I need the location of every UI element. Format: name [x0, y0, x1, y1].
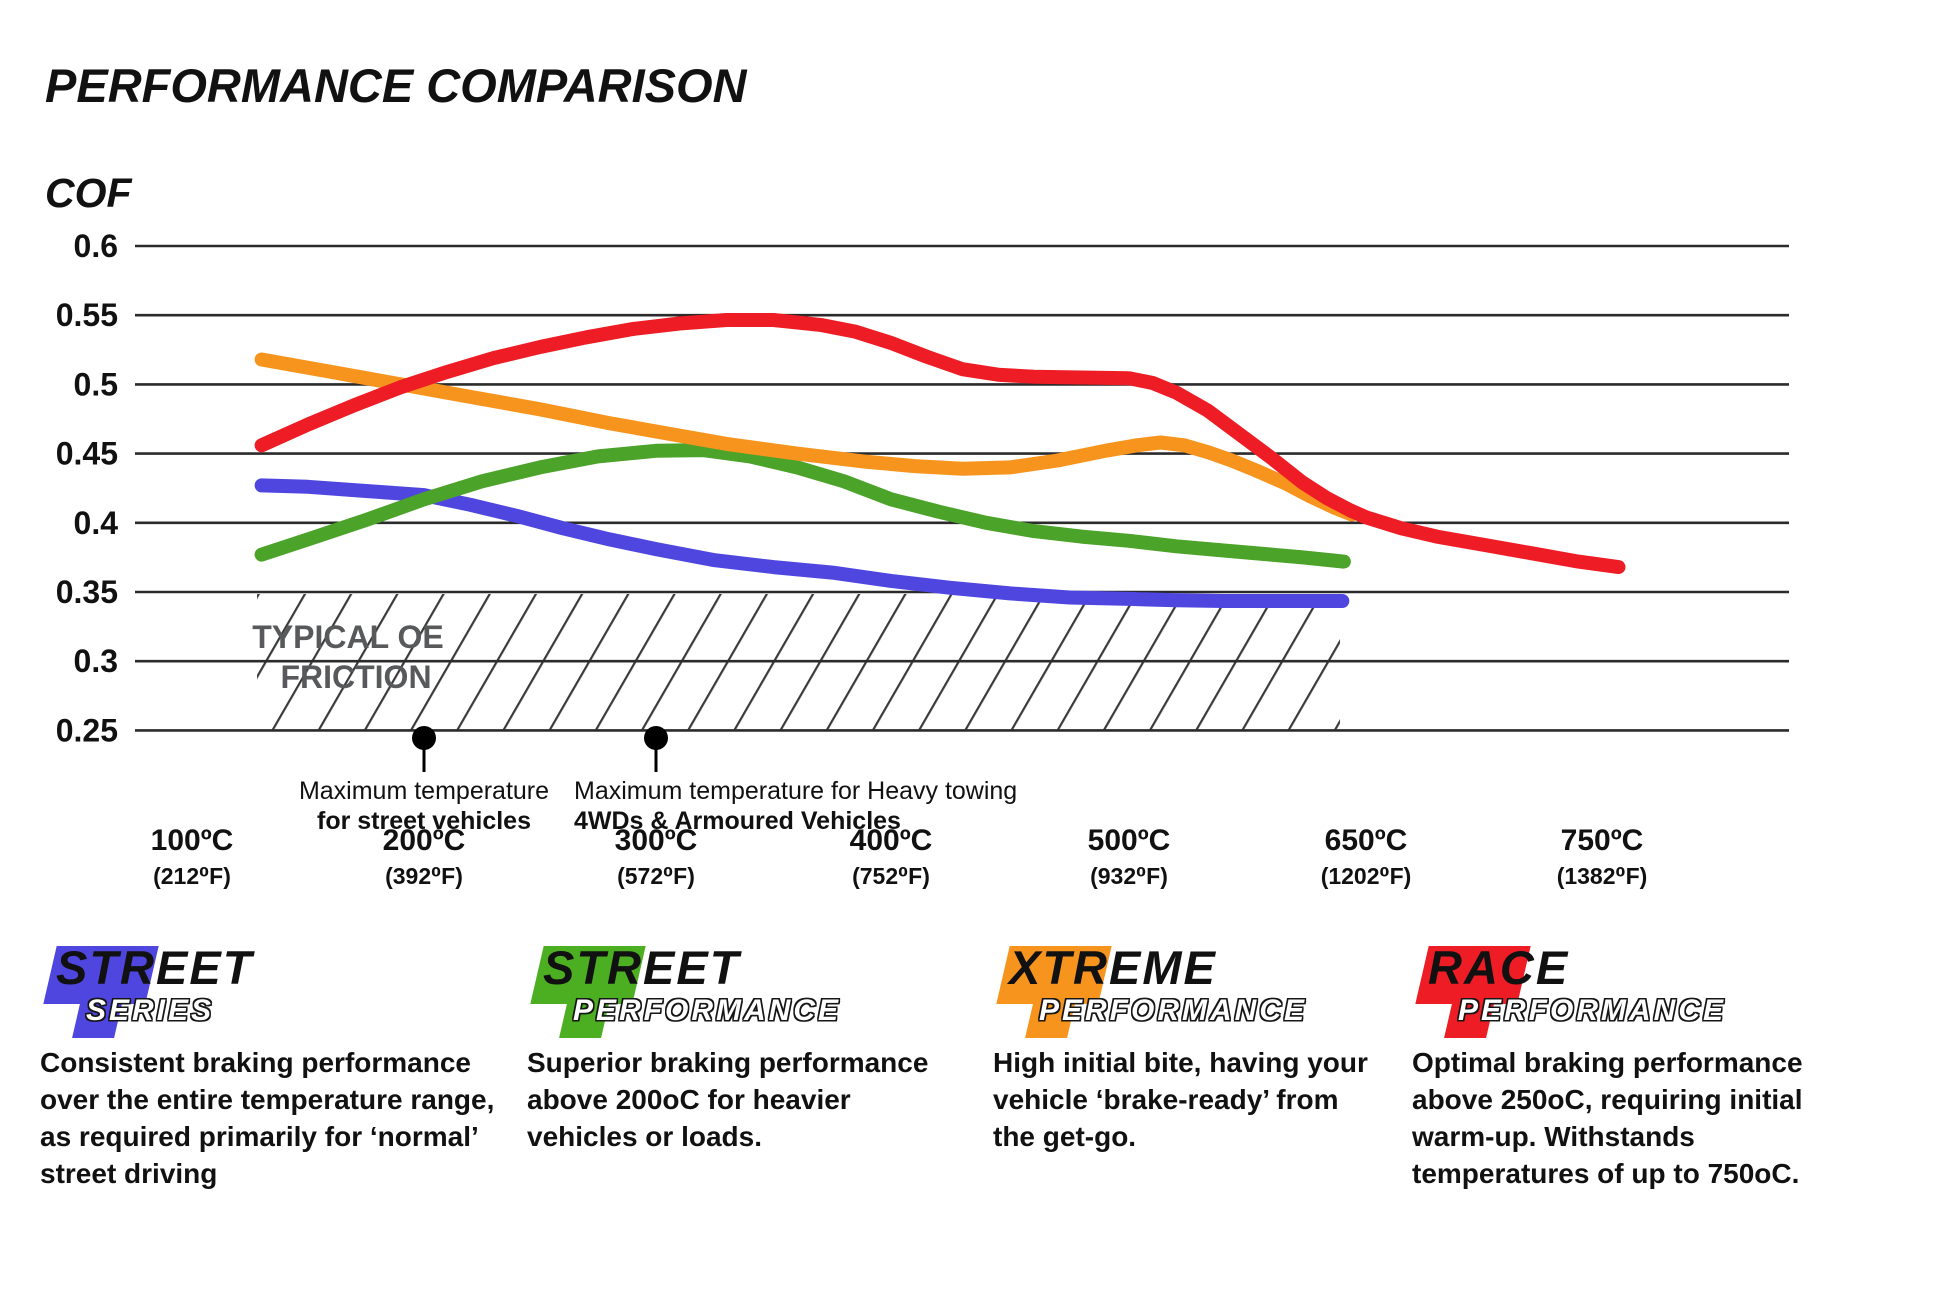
x-tick-fahrenheit: (1382⁰F) [1557, 863, 1648, 889]
x-tick-celsius: 750ºC [1561, 824, 1644, 857]
legend-description: High initial bite, having your vehicle ‘… [993, 1047, 1368, 1152]
y-tick-label: 0.5 [74, 366, 118, 402]
legend-description: Optimal braking performance above 250oC,… [1412, 1047, 1803, 1189]
y-tick-label: 0.25 [56, 712, 118, 748]
legend-description: Consistent braking performance over the … [40, 1047, 495, 1189]
series-line-xtreme-performance [254, 352, 1359, 522]
y-tick-label: 0.6 [74, 228, 118, 264]
brand-name: STREET [543, 941, 741, 994]
brand-range: PERFORMANCE [573, 994, 842, 1027]
series-line-street-series [254, 478, 1350, 608]
race-performance-logo: RACE PERFORMANCE [1412, 941, 1912, 1040]
cof-line-chart: 0.6 0.55 0.5 0.45 0.4 0.35 0.3 0.25 TYPICAL OE FR… [56, 228, 1789, 889]
y-tick-label: 0.35 [56, 574, 118, 610]
x-tick-fahrenheit: (212⁰F) [153, 863, 231, 889]
y-tick-label: 0.55 [56, 297, 118, 333]
legend-description: Superior braking performance above 200oC… [527, 1047, 929, 1152]
x-tick-celsius: 300ºC [615, 824, 698, 857]
legend-street-performance: STREET PERFORMANCE Superior braking perf… [527, 941, 987, 1152]
brand-name: RACE [1428, 941, 1570, 994]
brand-name: XTREME [1009, 941, 1217, 994]
y-tick-label: 0.45 [56, 436, 118, 472]
annotation-dot [412, 726, 436, 750]
y-axis-title: COF [45, 170, 132, 216]
x-tick-celsius: 650ºC [1325, 824, 1408, 857]
legend-race-performance: RACE PERFORMANCE Optimal braking perform… [1412, 941, 1912, 1189]
y-tick-label: 0.3 [74, 643, 118, 679]
oe-region-label-line2: FRICTION [280, 659, 431, 695]
series-line-street-performance [254, 443, 1351, 569]
brand-range: PERFORMANCE [1458, 994, 1727, 1027]
annotation-line1: Maximum temperature for Heavy towing [574, 777, 1017, 805]
x-tick-celsius: 100ºC [151, 824, 234, 857]
legend-xtreme-performance: XTREME PERFORMANCE High initial bite, ha… [993, 941, 1453, 1152]
street-series-logo: STREET SERIES [40, 941, 500, 1040]
xtreme-performance-logo: XTREME PERFORMANCE [993, 941, 1453, 1040]
x-tick-fahrenheit: (752⁰F) [852, 863, 930, 889]
oe-region-label-line1: TYPICAL OE [252, 619, 443, 655]
y-tick-label: 0.4 [74, 505, 119, 541]
x-tick-fahrenheit: (392⁰F) [385, 863, 463, 889]
annotation-line2: for street vehicles [317, 807, 531, 835]
brand-name: STREET [56, 941, 254, 994]
x-tick-celsius: 200ºC [383, 824, 466, 857]
annotation-line1: Maximum temperature [299, 777, 549, 805]
x-tick-fahrenheit: (572⁰F) [617, 863, 695, 889]
brand-range: PERFORMANCE [1039, 994, 1308, 1027]
page-title: PERFORMANCE COMPARISON [45, 59, 747, 112]
street-performance-logo: STREET PERFORMANCE [527, 941, 987, 1040]
legend-street-series: STREET SERIES Consistent braking perform… [40, 941, 500, 1189]
x-tick-fahrenheit: (932⁰F) [1090, 863, 1168, 889]
annotation-line2: 4WDs & Armoured Vehicles [574, 807, 901, 835]
series-line-race-performance [254, 313, 1626, 575]
x-tick-celsius: 400ºC [850, 824, 933, 857]
annotation-dot [644, 726, 668, 750]
x-tick-fahrenheit: (1202⁰F) [1321, 863, 1412, 889]
x-tick-celsius: 500ºC [1088, 824, 1171, 857]
brand-range: SERIES [86, 994, 215, 1027]
